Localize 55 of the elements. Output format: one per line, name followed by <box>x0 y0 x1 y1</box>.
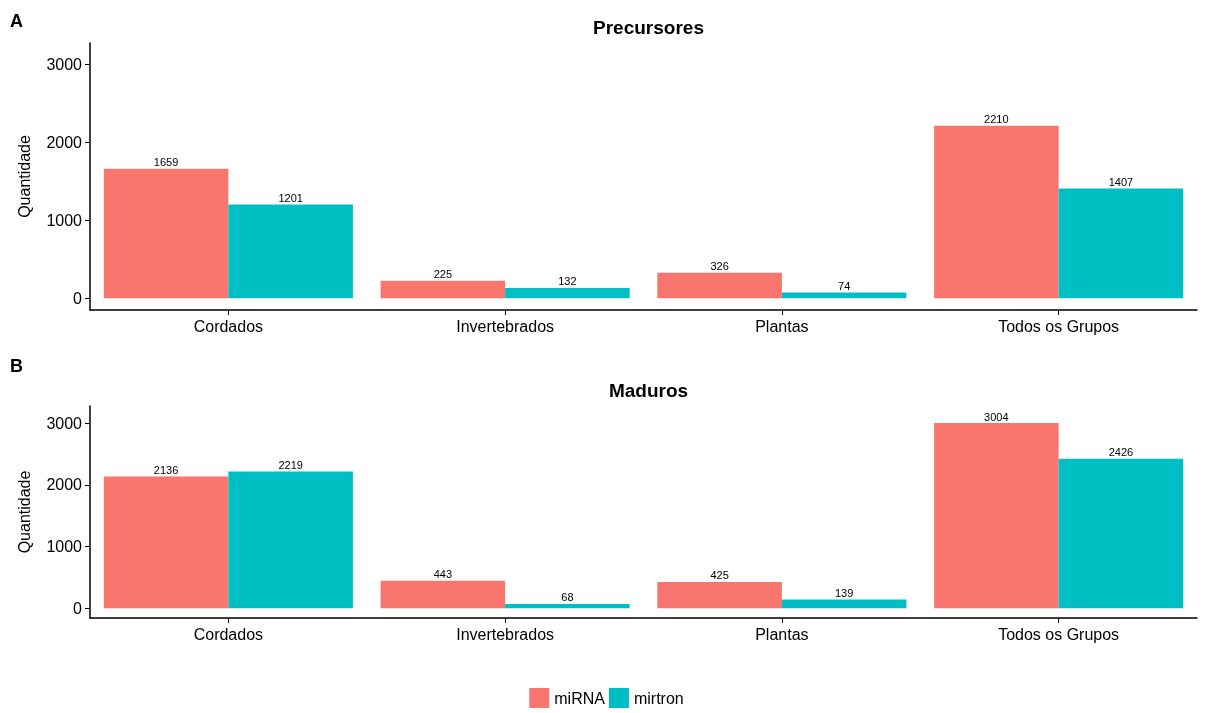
data-label: 132 <box>558 275 577 288</box>
bar <box>781 599 907 609</box>
x-tick-label: Cordados <box>193 317 264 335</box>
data-label: 2426 <box>1108 446 1134 459</box>
x-tick-label: Invertebrados <box>456 625 555 643</box>
bar <box>228 204 353 299</box>
x-tick-label: Invertebrados <box>456 317 555 335</box>
y-tick-label: 2000 <box>46 476 83 494</box>
x-tick-label: Plantas <box>755 625 809 643</box>
data-label: 443 <box>433 568 453 581</box>
bar <box>934 125 1059 299</box>
bar <box>657 272 782 299</box>
data-label: 139 <box>834 587 854 600</box>
y-tick-label: 3000 <box>46 55 83 73</box>
data-label: 1659 <box>153 156 179 169</box>
bar <box>380 280 506 299</box>
data-label: 2219 <box>278 458 303 471</box>
text: B <box>10 356 23 376</box>
legend-label: mirtron <box>633 689 684 707</box>
bar <box>228 471 353 609</box>
x-tick-label: Plantas <box>755 317 809 335</box>
y-axis-title: Quantidade <box>15 470 33 554</box>
y-tick-label: 1000 <box>46 211 83 229</box>
bar <box>1058 188 1184 299</box>
y-tick-label: 2000 <box>46 133 83 151</box>
legend-label: miRNA <box>554 689 606 707</box>
y-tick-label: 1000 <box>46 538 83 556</box>
bar <box>657 581 782 609</box>
bar <box>505 603 630 609</box>
bar <box>380 580 506 609</box>
text: A <box>10 11 23 31</box>
x-tick-label: Cordados <box>193 625 264 643</box>
y-tick-label: 3000 <box>46 414 83 432</box>
data-label: 1407 <box>1108 175 1134 188</box>
x-tick-label: Todos os Grupos <box>998 625 1120 643</box>
data-label: 2136 <box>153 464 179 476</box>
bar <box>505 287 630 299</box>
y-tick-label: 0 <box>73 599 83 617</box>
bar <box>934 423 1059 609</box>
data-label: 1201 <box>278 192 303 205</box>
data-label: 3004 <box>984 410 1009 423</box>
data-label: 425 <box>710 569 729 582</box>
chart-title: Precursores <box>593 17 704 38</box>
bar <box>1058 458 1184 609</box>
chart-title: Maduros <box>608 380 689 401</box>
y-axis-title: Quantidade <box>15 135 33 218</box>
data-label: 74 <box>838 280 851 293</box>
bar <box>103 168 229 299</box>
data-label: 2210 <box>984 113 1009 126</box>
data-label: 225 <box>433 268 453 281</box>
bar <box>103 476 229 609</box>
x-tick-label: Todos os Grupos <box>998 317 1120 335</box>
y-tick-label: 0 <box>73 289 83 307</box>
data-label: 68 <box>561 591 574 604</box>
data-label: 326 <box>710 260 729 273</box>
